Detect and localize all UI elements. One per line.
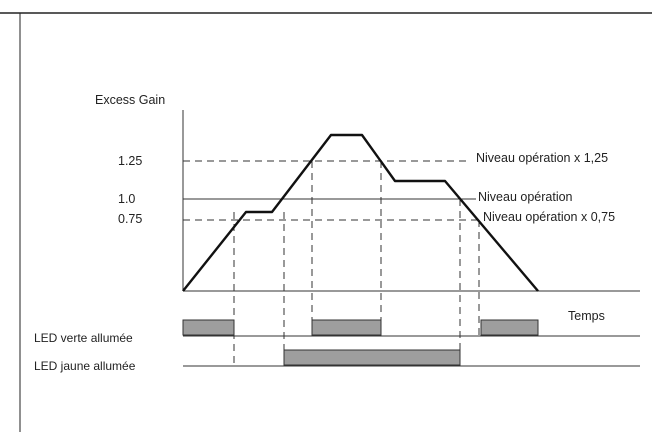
yellow-led-bar-1 xyxy=(283,349,461,366)
row-label-green: LED verte allumée xyxy=(34,331,133,345)
level-label-low: Niveau opération x 0,75 xyxy=(483,210,615,224)
x-axis-label: Temps xyxy=(568,309,605,323)
excess-gain-curve xyxy=(182,133,539,292)
level-label-mid: Niveau opération xyxy=(478,190,573,204)
level-label-high: Niveau opération x 1,25 xyxy=(476,151,608,165)
tick-1-25: 1.25 xyxy=(118,154,142,168)
tick-1-0: 1.0 xyxy=(118,192,135,206)
green-led-bar-2 xyxy=(311,319,382,336)
tick-0-75: 0.75 xyxy=(118,212,142,226)
green-led-bar-1 xyxy=(182,319,235,336)
row-label-yellow: LED jaune allumée xyxy=(34,359,136,373)
green-led-bar-3 xyxy=(480,319,539,336)
y-axis-label: Excess Gain xyxy=(95,93,165,107)
